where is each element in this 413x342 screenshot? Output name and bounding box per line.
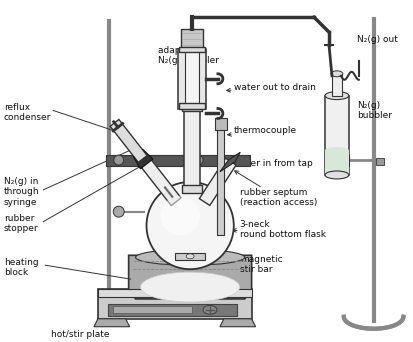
Bar (182, 185, 202, 193)
Text: N₂(g) in
through
syringe: N₂(g) in through syringe (4, 177, 39, 207)
Bar (332, 74, 342, 96)
Polygon shape (128, 255, 252, 299)
Text: 3-neck
round bottom flask: 3-neck round bottom flask (233, 220, 326, 239)
Text: water in from tap: water in from tap (227, 159, 313, 168)
Text: heating
block: heating block (4, 258, 38, 277)
Text: rubber septum
(reaction access): rubber septum (reaction access) (235, 171, 317, 208)
Ellipse shape (203, 305, 217, 314)
Text: magnetic
stir bar: magnetic stir bar (212, 254, 282, 274)
Ellipse shape (113, 206, 124, 217)
Text: reflux
condenser: reflux condenser (4, 103, 51, 122)
Bar (98, 289, 252, 319)
Text: water out to drain: water out to drain (227, 83, 316, 92)
Text: rubber
stopper: rubber stopper (4, 214, 38, 233)
Ellipse shape (135, 249, 244, 265)
Ellipse shape (325, 171, 349, 179)
Bar (217, 128, 224, 236)
Circle shape (160, 196, 200, 236)
Ellipse shape (325, 147, 349, 153)
Bar (178, 49, 206, 108)
Ellipse shape (331, 71, 343, 77)
Bar (113, 306, 192, 313)
Ellipse shape (140, 272, 240, 302)
Bar (175, 253, 205, 260)
Ellipse shape (186, 254, 194, 259)
Bar (341, 155, 349, 166)
Bar (325, 96, 349, 175)
Polygon shape (220, 319, 256, 327)
Text: adapter to
N₂(g) bubbler: adapter to N₂(g) bubbler (159, 40, 219, 65)
Bar (375, 158, 384, 165)
Bar (106, 155, 249, 166)
Polygon shape (94, 319, 130, 327)
Bar (182, 104, 202, 111)
Bar (325, 150, 349, 175)
Text: N₂(g)
bubbler: N₂(g) bubbler (357, 101, 392, 120)
Ellipse shape (325, 92, 349, 100)
Bar (108, 304, 237, 316)
Ellipse shape (114, 155, 123, 165)
Text: N₂(g) out: N₂(g) out (357, 35, 398, 43)
Bar (179, 103, 205, 108)
Ellipse shape (193, 155, 203, 165)
Bar (181, 29, 203, 51)
Text: hot/stir plate: hot/stir plate (51, 330, 110, 339)
Circle shape (147, 182, 234, 269)
Bar (184, 108, 200, 190)
Text: thermocouple: thermocouple (228, 126, 297, 136)
Bar (215, 118, 227, 130)
Ellipse shape (339, 156, 349, 166)
Bar (179, 47, 205, 52)
Polygon shape (133, 149, 153, 169)
Bar (185, 49, 199, 108)
Polygon shape (220, 152, 240, 172)
Bar (98, 289, 252, 297)
